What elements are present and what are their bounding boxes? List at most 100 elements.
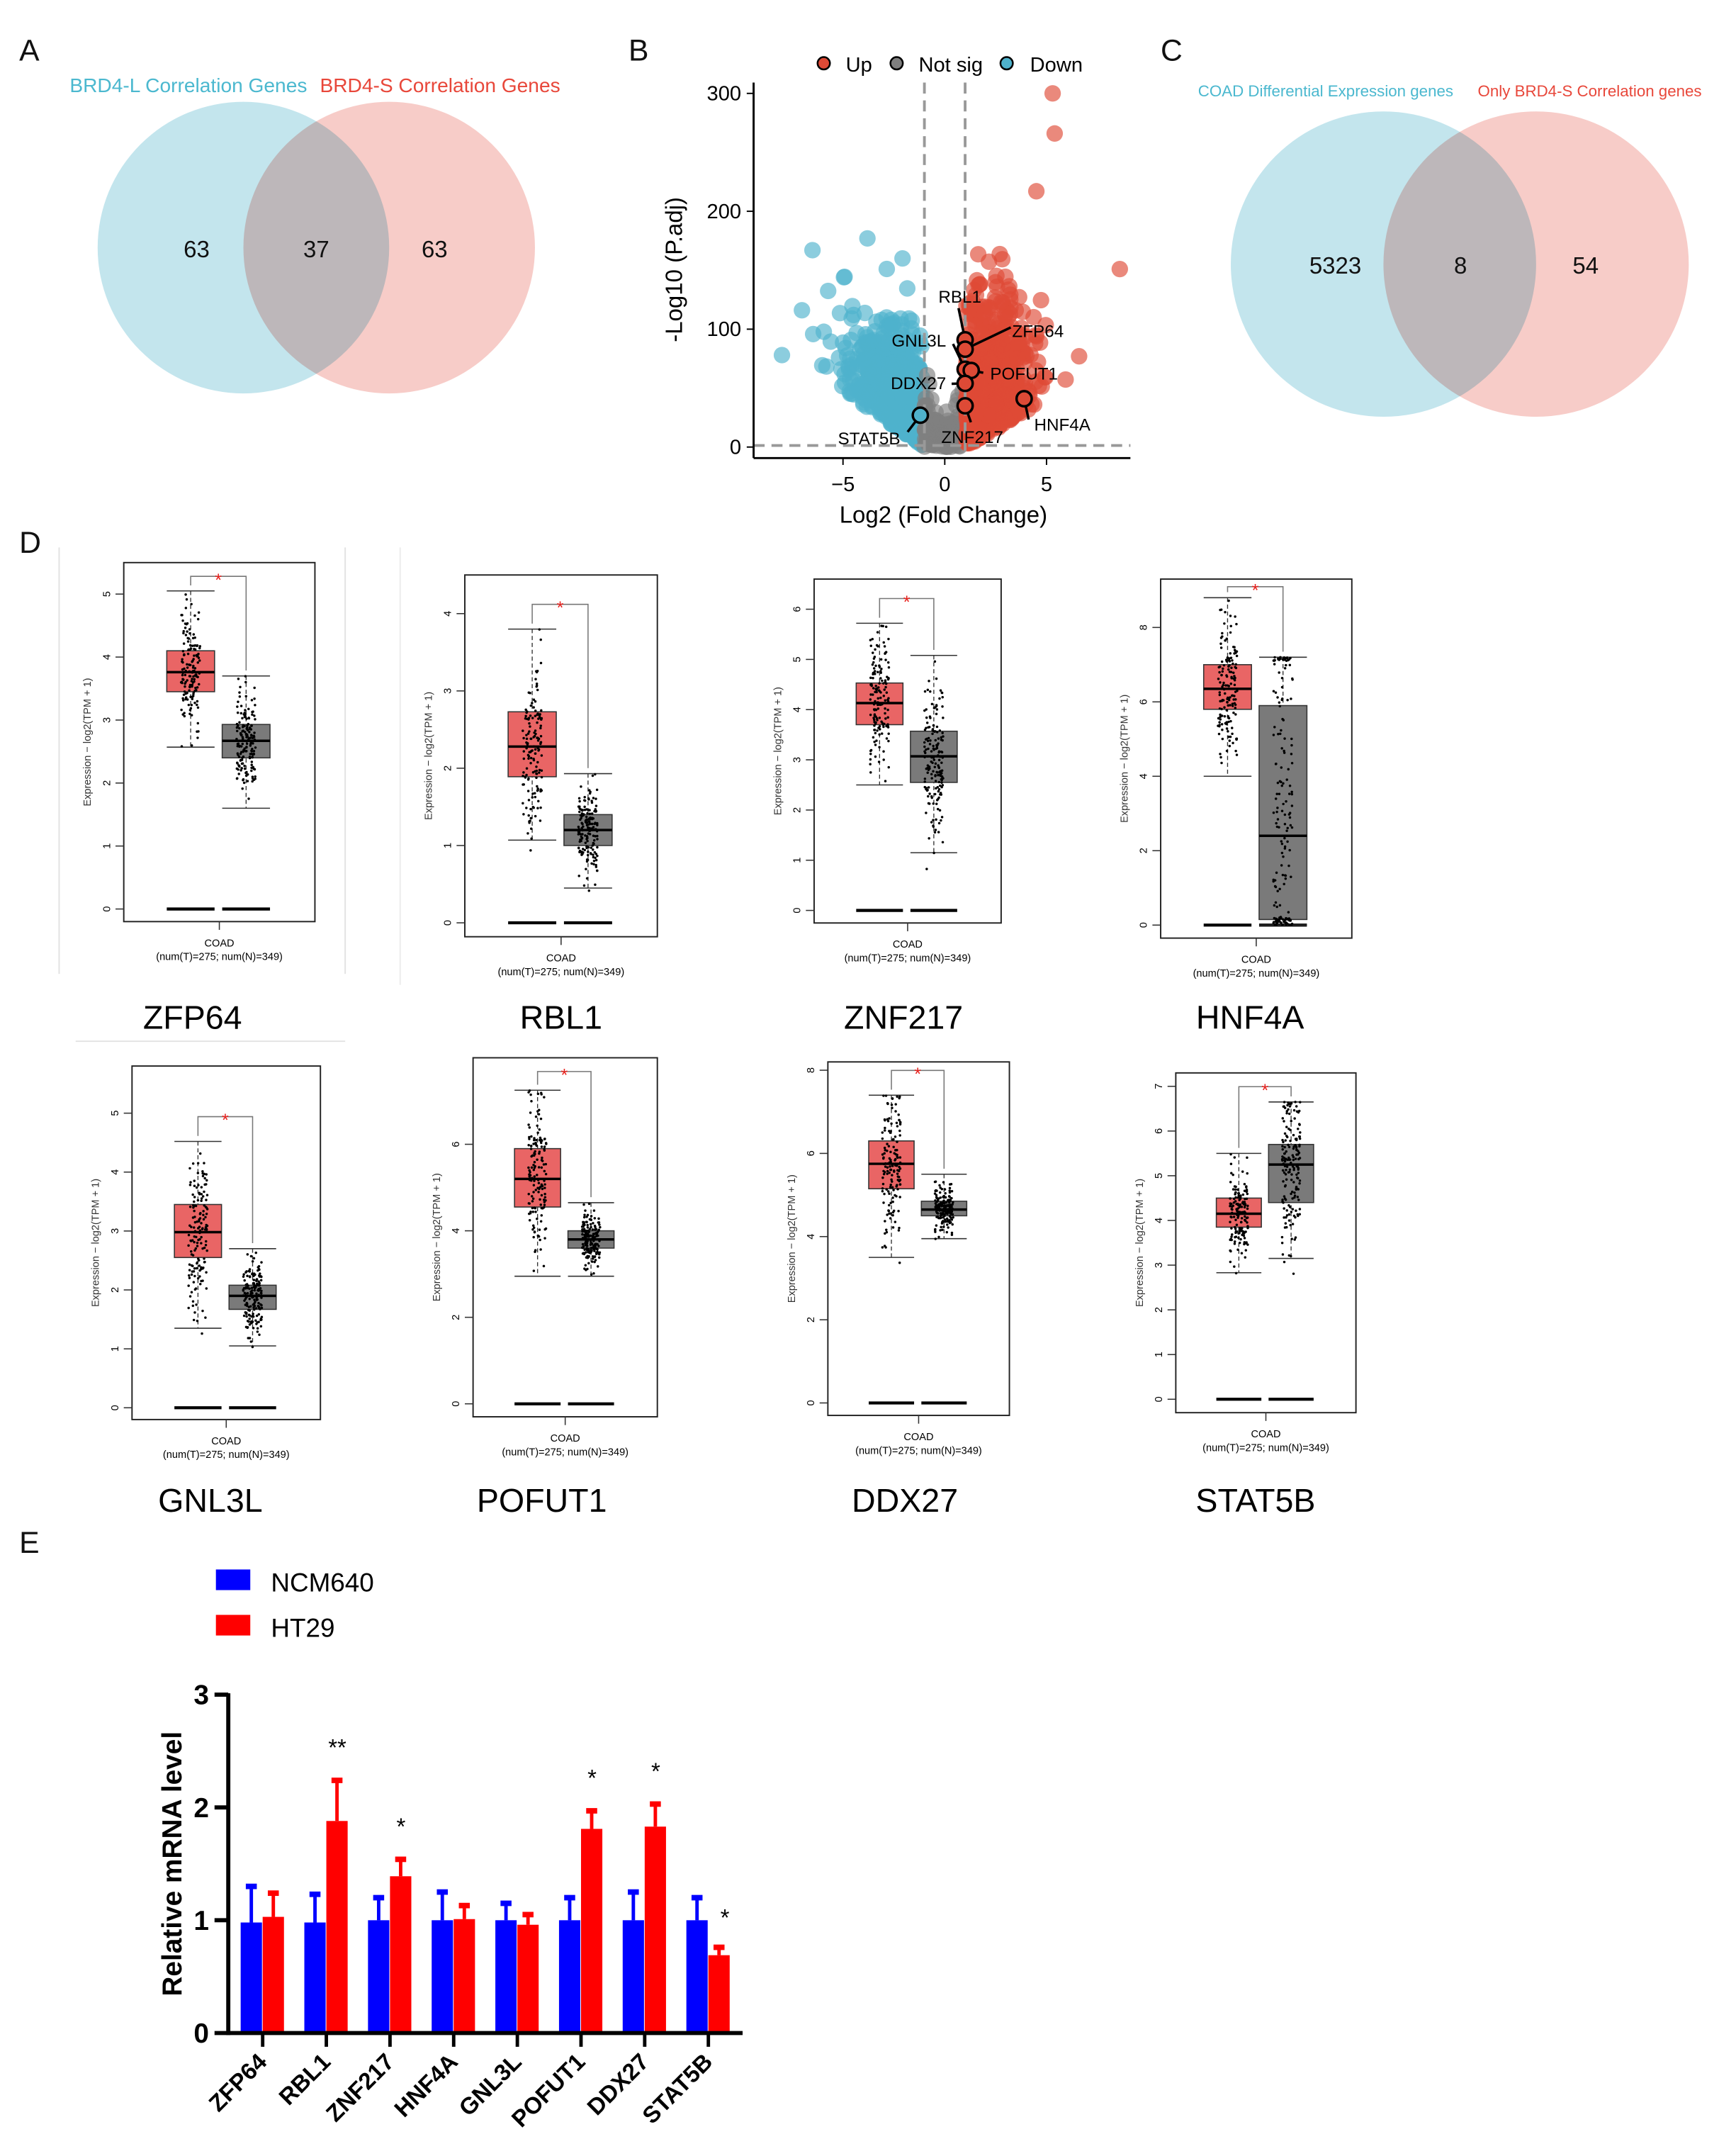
data-point-tumor xyxy=(543,1237,546,1240)
data-point-tumor xyxy=(537,1181,541,1184)
data-point-tumor xyxy=(1234,1218,1237,1222)
data-point-tumor xyxy=(884,707,886,710)
data-point-tumor xyxy=(1233,1265,1236,1268)
data-point-normal xyxy=(240,767,243,770)
x-tick-label: ZFP64 xyxy=(203,2048,272,2117)
point-up xyxy=(1009,350,1026,367)
data-point-normal xyxy=(1280,840,1283,843)
highlighted-gene-point xyxy=(1015,390,1033,408)
data-point-tumor xyxy=(198,645,202,648)
data-point-tumor xyxy=(183,714,186,718)
data-point-normal xyxy=(1280,1235,1284,1239)
data-point-normal xyxy=(1281,1145,1284,1148)
y-tick-label: 0 xyxy=(443,920,454,926)
data-point-tumor xyxy=(892,1145,895,1149)
data-point-tumor xyxy=(537,1166,541,1169)
data-point-normal xyxy=(931,732,934,736)
data-point-tumor xyxy=(898,1095,901,1099)
data-point-tumor xyxy=(1226,701,1229,704)
data-point-tumor xyxy=(1233,683,1236,687)
data-point-normal xyxy=(1293,1238,1296,1241)
data-point-normal xyxy=(252,753,254,756)
data-point-normal xyxy=(241,787,244,790)
y-tick-label: 300 xyxy=(707,82,742,105)
data-point-tumor xyxy=(877,670,879,673)
data-point-tumor xyxy=(529,725,531,728)
data-point-tumor xyxy=(894,1152,897,1156)
data-point-tumor xyxy=(534,795,537,799)
point-up xyxy=(976,362,993,379)
data-point-tumor xyxy=(1228,663,1231,667)
data-point-tumor xyxy=(889,1186,892,1189)
data-point-normal xyxy=(940,1225,942,1229)
data-point-tumor xyxy=(1219,718,1222,721)
gene-label: ZFP64 xyxy=(1012,322,1064,341)
error-cap-ncm640 xyxy=(309,1891,321,1897)
data-point-tumor xyxy=(186,679,188,682)
data-point-normal xyxy=(1290,804,1294,807)
data-point-normal xyxy=(949,1212,953,1215)
data-point-tumor xyxy=(197,1184,200,1186)
data-point-normal xyxy=(260,1275,263,1279)
data-point-tumor xyxy=(882,695,886,697)
data-point-tumor xyxy=(525,737,529,741)
data-point-tumor xyxy=(881,1190,884,1193)
data-point-normal xyxy=(1290,790,1293,794)
data-point-tumor xyxy=(874,670,877,673)
data-point-normal xyxy=(1273,916,1276,920)
legend-swatch-ht29 xyxy=(215,1615,251,1636)
data-point-tumor xyxy=(527,814,530,817)
data-point-tumor xyxy=(1235,1209,1239,1213)
data-point-normal xyxy=(583,808,587,812)
plot-frame xyxy=(1175,1072,1357,1414)
data-point-tumor xyxy=(527,1123,530,1126)
data-point-normal xyxy=(577,826,580,829)
data-point-tumor xyxy=(200,1222,203,1225)
data-point-tumor xyxy=(539,1220,543,1223)
data-point-tumor xyxy=(869,676,872,680)
venn-set-label-left: BRD4-L Correlation Genes xyxy=(69,74,307,96)
data-point-normal xyxy=(1290,1120,1292,1123)
data-point-normal xyxy=(243,764,246,768)
data-point-normal xyxy=(244,695,247,698)
data-point-tumor xyxy=(886,678,890,681)
point-up xyxy=(1025,308,1042,326)
data-point-tumor xyxy=(204,1243,208,1247)
data-point-normal xyxy=(1289,656,1292,660)
data-point-normal xyxy=(250,1286,254,1289)
point-down xyxy=(773,347,791,364)
data-point-tumor xyxy=(1220,723,1224,726)
data-point-tumor xyxy=(884,1094,888,1097)
data-point-normal xyxy=(937,831,940,833)
data-point-normal xyxy=(598,1256,601,1259)
data-point-normal xyxy=(948,1215,952,1218)
data-point-normal xyxy=(1275,763,1278,765)
data-point-tumor xyxy=(884,1232,886,1235)
data-point-normal xyxy=(923,777,927,780)
data-point-tumor xyxy=(534,748,537,751)
y-tick-label: 4 xyxy=(101,654,113,660)
data-point-normal xyxy=(257,1264,261,1268)
data-point-normal xyxy=(257,1313,261,1316)
data-point-normal xyxy=(931,729,934,732)
point-up xyxy=(1057,371,1074,388)
data-point-tumor xyxy=(180,680,184,683)
data-point-normal xyxy=(923,690,927,693)
y-tick-label: 7 xyxy=(1154,1084,1165,1089)
data-point-normal xyxy=(1282,1180,1285,1183)
data-point-tumor xyxy=(193,1240,196,1244)
x-tick-label: HNF4A xyxy=(389,2048,463,2122)
data-point-tumor xyxy=(198,1264,201,1267)
data-point-normal xyxy=(933,831,937,834)
y-tick-label: 2 xyxy=(1139,848,1150,853)
data-point-tumor xyxy=(1231,726,1234,729)
data-point-normal xyxy=(590,862,593,865)
data-point-normal xyxy=(1283,1156,1285,1160)
data-point-normal xyxy=(592,826,595,829)
data-point-tumor xyxy=(1246,1226,1249,1230)
data-point-normal xyxy=(1292,1181,1295,1184)
data-point-normal xyxy=(594,835,597,838)
data-point-normal xyxy=(1287,792,1291,795)
data-point-normal xyxy=(1272,921,1275,923)
data-point-tumor xyxy=(525,734,528,736)
